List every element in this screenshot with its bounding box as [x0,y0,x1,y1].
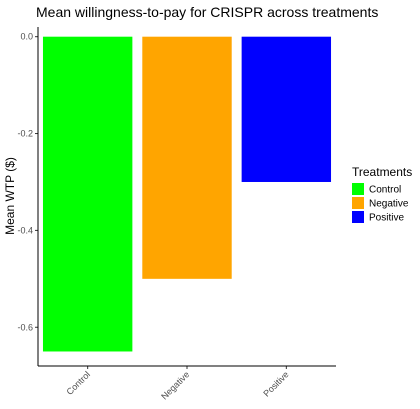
x-tick-label: Control [64,369,92,397]
bar-negative [142,36,232,279]
legend-label-positive: Positive [369,213,404,224]
y-tick-label: -0.6 [17,322,33,332]
bar-control [42,36,133,352]
legend-label-negative: Negative [369,199,409,210]
y-tick-label: 0.0 [20,32,33,42]
legend-title: Treatments [352,165,412,179]
y-tick-label: -0.4 [17,225,33,235]
plot-area: Control Negative Positive 0.0 -0.2 -0.4 -0.6 [17,27,336,402]
chart-title: Mean willingness-to-pay for CRISPR acros… [36,4,378,20]
x-tick-label: Negative [159,369,191,401]
y-tick-label: -0.2 [17,129,33,139]
legend-label-control: Control [369,185,401,196]
y-axis-title: Mean WTP ($) [3,157,17,235]
legend-swatch-positive [352,211,364,223]
legend-swatch-control [352,183,364,195]
legend-swatch-negative [352,197,364,209]
bar-positive [241,36,332,182]
legend: Treatments Control Negative Positive [352,165,412,224]
x-tick-label: Positive [261,369,290,398]
